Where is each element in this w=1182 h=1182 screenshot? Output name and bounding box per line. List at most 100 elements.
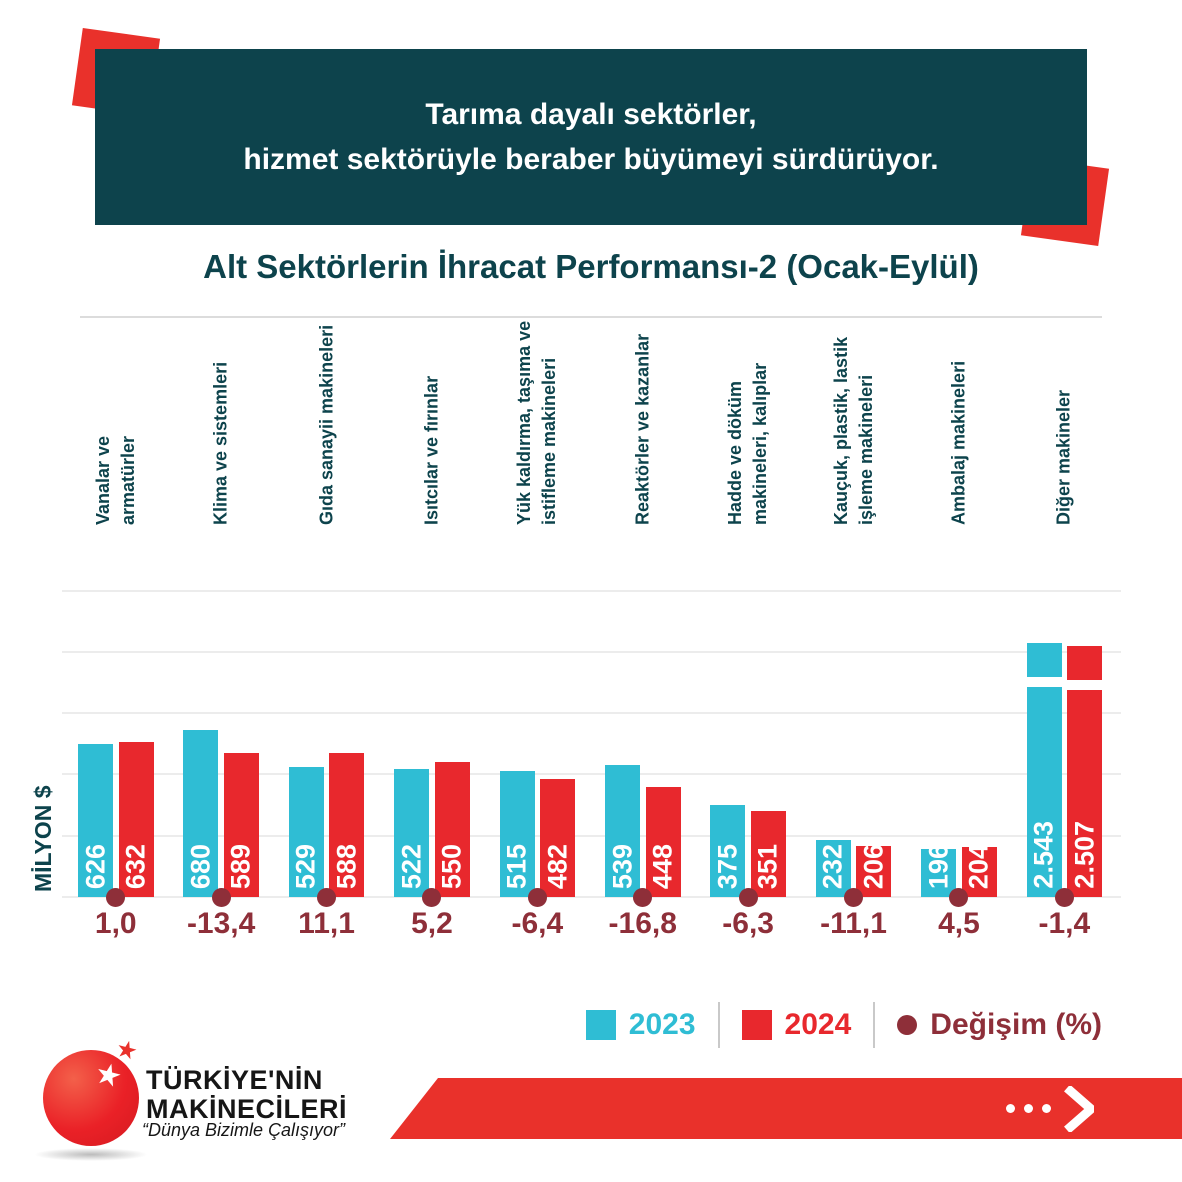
axis-break: [1025, 677, 1063, 687]
bar-value-label: 375: [712, 843, 743, 889]
change-value: -6,4: [511, 907, 564, 940]
change-value: 11,1: [298, 907, 355, 940]
next-arrow[interactable]: [1006, 1078, 1094, 1139]
change-dot: [844, 887, 864, 907]
bar-2023: 515: [499, 771, 535, 897]
legend-divider: [717, 1002, 720, 1048]
change-dot: [527, 887, 547, 907]
bar-value-label: 206: [858, 843, 889, 889]
bar-value-label: 680: [185, 843, 216, 889]
bar-2023: 232: [815, 840, 851, 897]
bar-2023: 680: [183, 730, 219, 897]
bar-2024: 448: [645, 787, 681, 897]
legend: 2023 2024 Değişim (%): [585, 1002, 1102, 1048]
bar-2024: 588: [329, 753, 365, 897]
logo-line2: MAKİNECİLERİ: [146, 1094, 347, 1124]
bar-2024: 482: [540, 779, 576, 897]
logo-shadow: [34, 1148, 148, 1161]
bar-2023: 2.543: [1025, 643, 1063, 897]
legend-label-change: Değişim (%): [930, 1008, 1102, 1041]
gridline: [62, 712, 1121, 715]
logo-line1: TÜRKİYE'NİN: [146, 1065, 323, 1095]
bar-2023: 375: [710, 805, 746, 897]
chart-title: Alt Sektörlerin İhracat Performansı-2 (O…: [203, 248, 979, 285]
change-dot: [949, 887, 969, 907]
bar-2024: 632: [118, 742, 154, 897]
bar-value-label: 448: [647, 843, 678, 889]
change-dot: [422, 887, 442, 907]
bar-2024: 2.507: [1066, 646, 1104, 897]
bar-2023: 522: [394, 769, 430, 897]
category-label: Klima ve sistemleri: [210, 361, 231, 525]
dot-icon: [1042, 1104, 1051, 1113]
change-dot: [317, 887, 337, 907]
legend-divider: [873, 1002, 876, 1048]
bar-value-label: 529: [290, 843, 321, 889]
bar-2024: 589: [223, 753, 259, 897]
bar-value-label: 482: [542, 843, 573, 889]
bar-2024: 351: [750, 811, 786, 897]
dot-icon: [1006, 1104, 1015, 1113]
category-label: Gıda sanayii makineleri: [316, 324, 337, 525]
gridline: [62, 834, 1121, 837]
legend-label-2023: 2023: [628, 1008, 696, 1041]
bar-value-label: 204: [963, 843, 994, 889]
category-label: Vanalar ve armatürler: [92, 435, 138, 525]
change-dot: [633, 887, 653, 907]
category-label: Ambalaj makineleri: [948, 360, 969, 525]
change-value: -13,4: [186, 907, 256, 940]
category-label: Kauçuk, plastik, lastik işleme makineleri: [830, 336, 876, 525]
change-value: 4,5: [938, 907, 980, 940]
category-label: Reaktörler ve kazanlar: [632, 333, 653, 525]
dot-icon: [1024, 1104, 1033, 1113]
category-label: Hadde ve döküm makineleri, kalıplar: [725, 362, 771, 525]
bar-2024: 550: [434, 762, 470, 897]
bar-value-label: 550: [436, 843, 467, 889]
legend-swatch-2024: [741, 1010, 772, 1040]
change-value: -6,3: [722, 907, 774, 940]
bar-value-label: 588: [331, 843, 362, 889]
gridline: [62, 896, 1121, 898]
change-dot: [1054, 887, 1074, 907]
header-banner: Tarıma dayalı sektörler, hizmet sektörüy…: [95, 49, 1087, 225]
bar-value-label: 632: [120, 843, 151, 889]
bar-value-label: 515: [501, 843, 532, 889]
bar-value-label: 626: [80, 843, 110, 889]
title-separator: [80, 316, 1102, 318]
category-label: Isıtcılar ve fırınlar: [421, 375, 442, 525]
gridline: [62, 589, 1121, 592]
bar-value-label: 196: [923, 843, 954, 889]
bar-value-label: 2.543: [1028, 821, 1059, 889]
logo-tagline: “Dünya Bizimle Çalışıyor”: [142, 1120, 346, 1140]
bar-2023: 529: [288, 767, 324, 897]
change-value: 1,0: [94, 907, 137, 940]
change-value: 5,2: [411, 907, 453, 940]
legend-swatch-2023: [585, 1010, 616, 1040]
change-dot: [738, 887, 758, 907]
change-value: -1,4: [1038, 907, 1091, 940]
bar-value-label: 351: [752, 843, 783, 889]
change-value: -16,8: [608, 907, 677, 940]
header-line1: Tarıma dayalı sektörler,: [425, 98, 757, 131]
chevron-right-icon: [1064, 1085, 1094, 1132]
change-dot: [211, 887, 231, 907]
bar-2024: 204: [961, 843, 997, 897]
bar-2023: 539: [605, 765, 640, 897]
footer-banner: [390, 1078, 1182, 1139]
logo-wordmark: TÜRKİYE'NİN MAKİNECİLERİ: [146, 1066, 347, 1124]
category-label: Diğer makineler: [1053, 389, 1074, 525]
bar-value-label: 232: [817, 843, 848, 889]
gridline: [62, 650, 1121, 653]
bar-2023: 196: [921, 844, 957, 897]
bar-value-label: 539: [607, 843, 637, 889]
y-axis-label: MİLYON $: [30, 785, 56, 892]
legend-change-dot-icon: [897, 1015, 918, 1035]
change-value: -11,1: [820, 907, 887, 940]
axis-break: [1066, 680, 1104, 690]
change-dot: [106, 887, 126, 907]
bar-2024: 206: [856, 843, 892, 897]
bar-value-label: 2.507: [1069, 821, 1100, 889]
legend-label-2024: 2024: [784, 1008, 852, 1041]
